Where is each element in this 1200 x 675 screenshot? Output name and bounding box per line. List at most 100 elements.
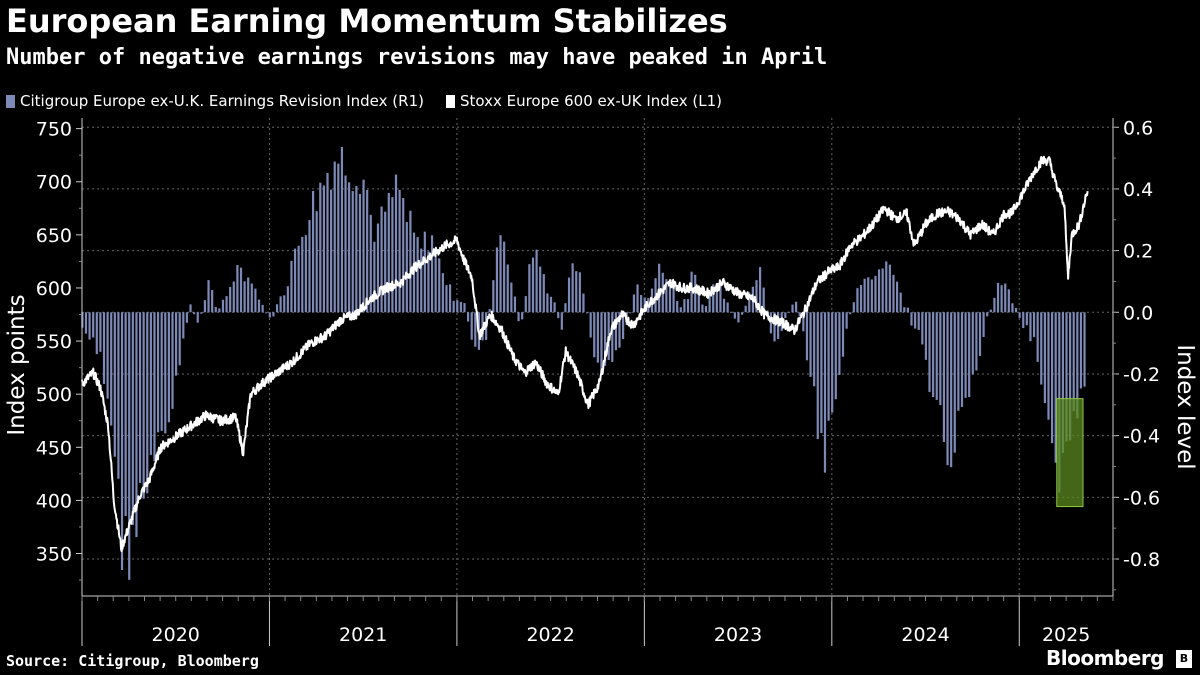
revision-bar [852, 302, 855, 313]
revision-bar [200, 312, 203, 314]
revision-bar [658, 263, 661, 313]
revision-bar [402, 197, 405, 313]
revision-bar [827, 312, 830, 421]
revision-bar [84, 312, 88, 334]
revision-bar [315, 211, 318, 313]
revision-bar [330, 189, 333, 313]
revision-bar [859, 284, 863, 313]
revision-bar [694, 274, 697, 313]
year-label: 2024 [901, 624, 949, 646]
revision-bar [92, 312, 95, 338]
revision-bar [924, 312, 928, 360]
source-note: Source: Citigroup, Bloomberg [6, 652, 259, 670]
revision-bar [553, 302, 556, 313]
revision-bar [690, 271, 693, 313]
left-tick-label: 700 [36, 172, 72, 194]
revision-bar [474, 312, 477, 347]
revision-bar [899, 292, 902, 313]
revision-bar [719, 284, 722, 313]
revision-bar [784, 312, 787, 319]
bloomberg-logo: Bloomberg [1046, 646, 1164, 670]
revision-bar [549, 296, 553, 313]
revision-bar [874, 275, 877, 313]
left-tick-label: 600 [36, 278, 72, 300]
revision-bar [1011, 303, 1014, 313]
revision-bar [430, 235, 434, 313]
revision-bar [672, 287, 675, 313]
revision-bar [207, 280, 210, 313]
left-tick-label: 550 [36, 331, 72, 353]
revision-bar [128, 312, 131, 580]
revision-bar [239, 267, 243, 313]
revision-bar [1050, 312, 1054, 444]
revision-bar [564, 303, 567, 313]
revision-bar [196, 312, 199, 323]
stoxx-line [81, 155, 1089, 553]
revision-bar [495, 247, 499, 313]
revision-bar [989, 309, 992, 313]
revision-bar [247, 277, 250, 313]
revision-bar [895, 281, 899, 313]
revision-bar [113, 312, 116, 457]
revision-bar [582, 293, 585, 313]
revision-bar [928, 312, 931, 392]
revision-bar [420, 248, 423, 313]
revision-bar [910, 312, 913, 326]
left-tick-label: 500 [36, 384, 72, 406]
revision-bar [1054, 312, 1057, 463]
right-tick-label: 0.0 [1123, 302, 1153, 324]
revision-bar [1000, 285, 1003, 313]
revision-bar [358, 193, 362, 313]
revision-bar [614, 312, 617, 351]
revision-bar [362, 179, 365, 313]
revision-bar [542, 274, 545, 313]
bloomberg-icon: B [1176, 650, 1192, 668]
revision-bar [178, 312, 181, 366]
revision-bar [250, 283, 253, 313]
revision-bar [531, 257, 535, 313]
right-tick-label: -0.4 [1123, 426, 1160, 448]
revision-bar [1043, 312, 1046, 404]
revision-bar [575, 271, 578, 313]
revision-bar [831, 312, 834, 413]
chart-subtitle: Number of negative earnings revisions ma… [6, 45, 828, 70]
revision-bar [99, 312, 102, 352]
revision-bar [106, 312, 109, 399]
revision-bar [935, 312, 938, 400]
revision-bar [996, 282, 1000, 313]
chart-title: European Earning Momentum Stabilizes [6, 2, 728, 40]
right-axis-title: Index level [1172, 344, 1198, 469]
revision-bar [1047, 312, 1050, 420]
revision-bar [448, 284, 452, 313]
highlight-box [1056, 398, 1084, 508]
revision-bar [268, 312, 271, 318]
revision-bar [301, 236, 304, 313]
revision-bar [1065, 312, 1068, 442]
revision-bar [182, 312, 185, 339]
revision-bar [816, 312, 819, 440]
revision-bar [863, 278, 866, 313]
revision-bar [755, 280, 758, 313]
revision-bar [589, 312, 592, 338]
revision-bar [535, 249, 538, 313]
revision-bar [629, 312, 632, 314]
revision-bar [942, 312, 946, 442]
revision-bar [766, 310, 769, 313]
revision-bar [823, 312, 827, 473]
revision-bar [416, 237, 419, 313]
revision-bar [795, 301, 798, 313]
revision-bar [722, 298, 726, 313]
revision-bar [726, 302, 729, 313]
revision-bar [398, 189, 401, 313]
revision-bar [120, 312, 124, 570]
revision-bar [805, 312, 809, 361]
year-label: 2021 [339, 624, 387, 646]
revision-bar [311, 190, 315, 313]
revision-bar [380, 206, 383, 313]
revision-bar [701, 304, 704, 313]
revision-bar [596, 312, 599, 363]
revision-bar [355, 186, 358, 313]
revision-bar [423, 231, 426, 313]
revision-bar [571, 263, 574, 313]
revision-bar [135, 312, 138, 538]
